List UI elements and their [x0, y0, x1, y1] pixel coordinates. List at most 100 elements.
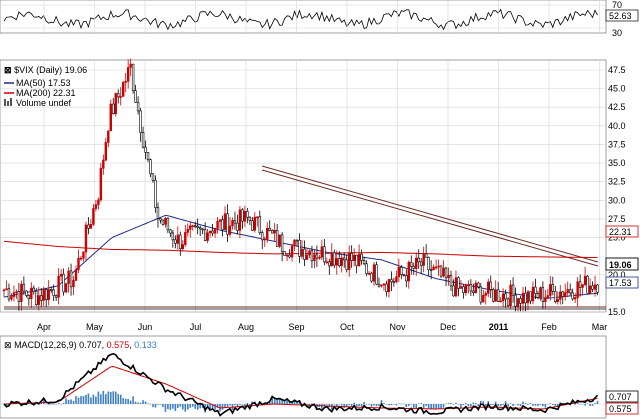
- macd-label: MACD(12,26,9): [14, 340, 77, 350]
- macd-hist-bar: [534, 404, 537, 406]
- price-candle: [370, 272, 373, 282]
- price-candle: [131, 63, 135, 92]
- macd-hist-bar: [417, 403, 420, 404]
- price-candle: [238, 209, 242, 231]
- price-candle: [330, 252, 333, 267]
- price-candle: [136, 102, 140, 112]
- macd-signal-value: 0.575: [107, 340, 130, 350]
- macd-hist-bar: [425, 404, 427, 406]
- macd-hist-bar: [276, 398, 278, 404]
- price-candle: [241, 209, 244, 222]
- price-candle: [164, 217, 167, 225]
- macd-hist-bar: [596, 400, 599, 404]
- price-candle: [2, 289, 6, 292]
- macd-hist-bar: [494, 401, 497, 404]
- price-candle: [7, 288, 11, 300]
- price-candle: [248, 216, 252, 222]
- price-candle: [223, 213, 227, 230]
- macd-hist-bar: [432, 404, 435, 409]
- price-candle: [144, 146, 147, 153]
- price-candle: [94, 204, 98, 209]
- price-candle: [487, 281, 490, 294]
- price-candle: [494, 289, 497, 302]
- price-candle: [77, 257, 80, 270]
- macd-hist-bar: [442, 404, 445, 408]
- macd-hist-bar: [348, 404, 350, 405]
- price-candle: [154, 179, 157, 208]
- price-candle: [171, 232, 175, 241]
- price-candle: [146, 152, 150, 161]
- ma200-badge: [605, 225, 639, 238]
- signal-badge-value: 0.575: [609, 404, 632, 414]
- macd-hist-bar: [475, 403, 477, 404]
- price-candle: [519, 298, 522, 304]
- price-candle: [422, 253, 425, 266]
- macd-hist-bar: [537, 404, 539, 406]
- macd-hist-bar: [547, 403, 549, 405]
- macd-hist-bar: [306, 404, 308, 406]
- price-candle: [5, 288, 8, 291]
- price-candle: [32, 287, 36, 292]
- macd-hist-bar: [129, 400, 132, 404]
- price-candle: [377, 283, 381, 287]
- macd-hist-bar: [340, 404, 343, 406]
- price-candle: [464, 284, 468, 293]
- price-candle: [362, 260, 366, 265]
- macd-hist-bar: [576, 402, 579, 404]
- price-candle: [484, 293, 487, 296]
- price-candle: [263, 238, 266, 241]
- macd-hist-bar: [184, 404, 187, 412]
- price-candle: [191, 225, 194, 227]
- price-candle: [452, 285, 455, 297]
- price-candle: [201, 228, 204, 231]
- price-candle: [529, 291, 532, 302]
- macd-hist-bar: [450, 402, 452, 404]
- macd-hist-bar: [209, 404, 211, 411]
- price-candle: [149, 159, 152, 175]
- price-candle: [141, 132, 145, 148]
- macd-hist-bar: [311, 403, 313, 404]
- macd-hist-bar: [52, 404, 55, 405]
- macd-hist-bar: [492, 404, 495, 406]
- macd-hist-bar: [224, 404, 226, 409]
- price-candle: [467, 284, 470, 286]
- price-candle: [54, 295, 58, 298]
- rsi-value: 52.63: [609, 11, 632, 21]
- macd-hist-bar: [109, 391, 112, 404]
- macd-hist-bar: [87, 393, 90, 404]
- price-candle: [375, 264, 378, 285]
- price-candle: [226, 213, 229, 235]
- price-candle: [47, 289, 50, 300]
- price-candle: [79, 257, 83, 260]
- macd-hist-bar: [452, 404, 455, 405]
- macd-badge-value: 0.707: [609, 392, 632, 402]
- price-candle: [57, 275, 60, 298]
- macd-hist-bar: [186, 404, 189, 410]
- macd-hist-bar: [512, 404, 514, 406]
- macd-hist-bar: [256, 404, 259, 406]
- macd-hist-bar: [244, 404, 246, 407]
- macd-hist-bar: [440, 404, 442, 409]
- macd-hist-bar: [164, 404, 167, 412]
- price-candle: [343, 257, 346, 261]
- macd-hist-bar: [343, 404, 346, 408]
- price-candle: [442, 267, 445, 277]
- macd-hist-bar: [321, 404, 323, 409]
- price-candle: [30, 287, 33, 300]
- price-candle: [174, 239, 177, 244]
- price-candle: [151, 173, 155, 181]
- macd-hist-bar: [40, 402, 43, 404]
- price-candle: [179, 234, 182, 250]
- macd-hist-bar: [35, 403, 38, 405]
- macd-hist-bar: [191, 404, 194, 407]
- price-candle: [256, 216, 259, 219]
- price-candle: [586, 275, 589, 294]
- price-candle: [350, 253, 353, 261]
- price-candle: [551, 284, 555, 292]
- macd-hist-bar: [214, 404, 216, 410]
- price-candle: [526, 291, 530, 304]
- macd-hist-bar: [482, 401, 485, 404]
- macd-hist-bar: [345, 404, 348, 408]
- macd-hist-bar: [430, 404, 432, 410]
